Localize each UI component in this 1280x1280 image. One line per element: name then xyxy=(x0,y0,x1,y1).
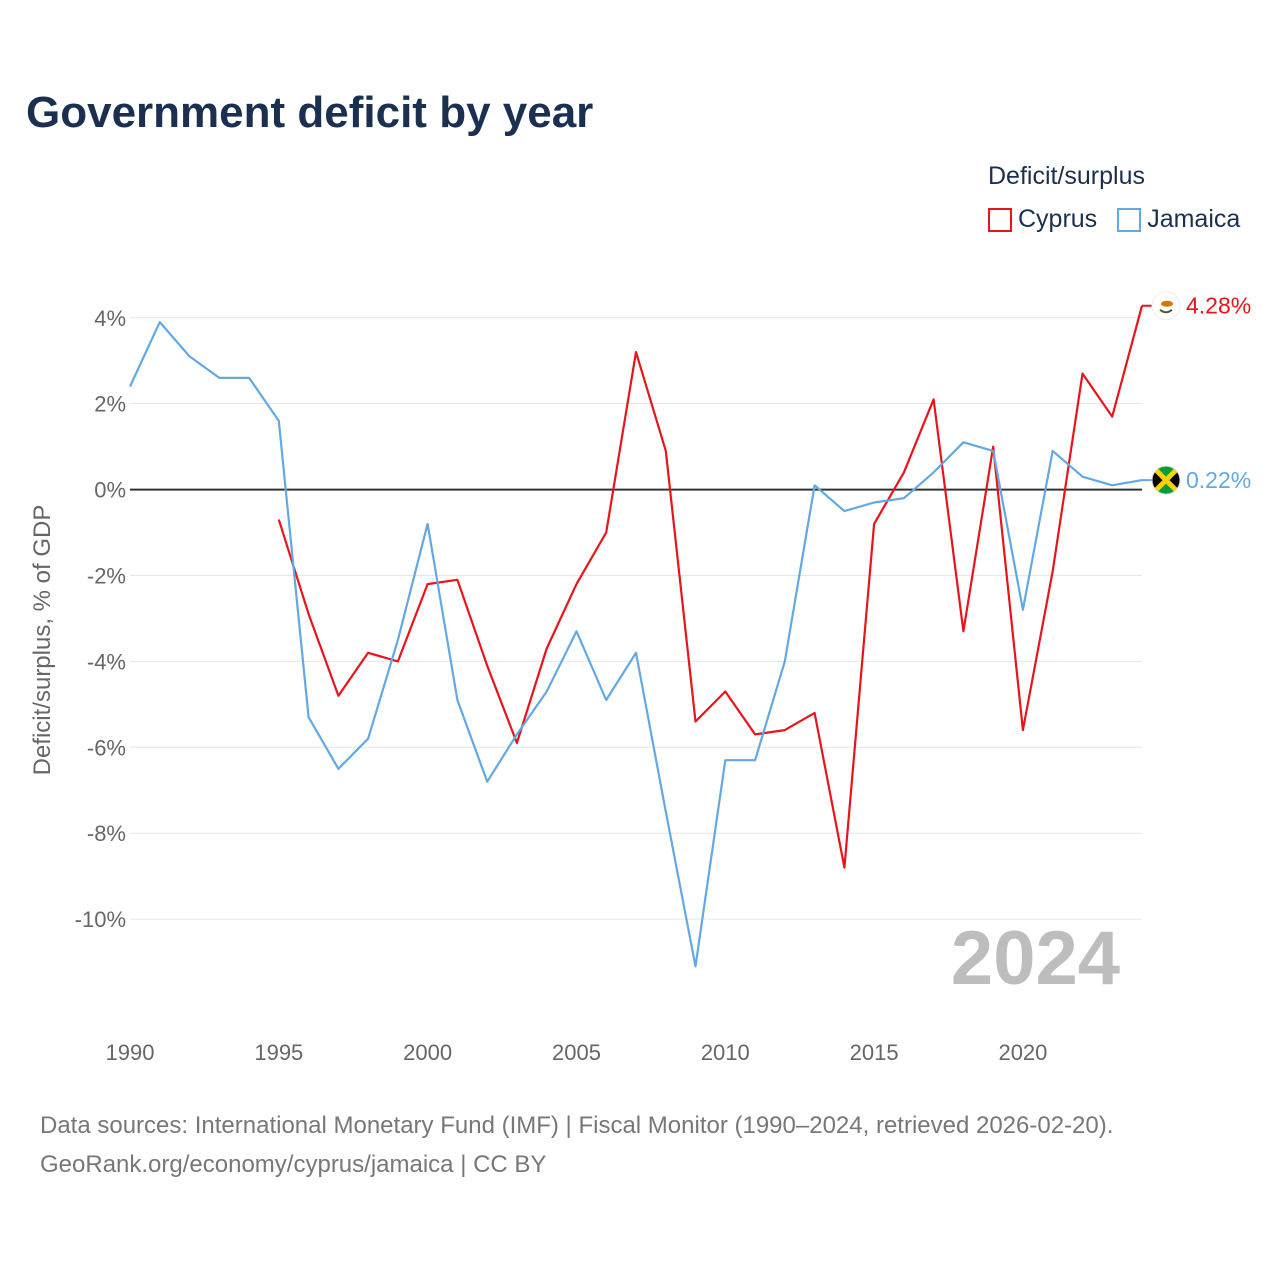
grid-lines xyxy=(130,317,1142,920)
legend-item-cyprus[interactable]: Cyprus xyxy=(988,205,1097,234)
x-tick-label: 1990 xyxy=(106,1040,155,1065)
y-tick-label: -4% xyxy=(87,649,126,674)
legend-title: Deficit/surplus xyxy=(988,162,1145,190)
end-markers: 4.28% 0.22% xyxy=(1142,291,1251,495)
cyprus-flag-icon xyxy=(1151,291,1181,321)
series-line-jamaica[interactable] xyxy=(129,321,1143,968)
y-tick-label: 2% xyxy=(94,392,126,417)
x-tick-label: 2020 xyxy=(998,1040,1047,1065)
source-line-1: Data sources: International Monetary Fun… xyxy=(40,1112,1114,1139)
source-line-2[interactable]: GeoRank.org/economy/cyprus/jamaica | CC … xyxy=(40,1151,547,1178)
legend-label-jamaica: Jamaica xyxy=(1147,205,1241,233)
jamaica-flag-icon xyxy=(1151,465,1181,495)
legend-label-cyprus: Cyprus xyxy=(1018,205,1098,233)
legend-item-jamaica[interactable]: Jamaica xyxy=(1117,205,1240,234)
source-note: Data sources: International Monetary Fun… xyxy=(40,1106,1260,1184)
legend-swatch-cyprus xyxy=(988,207,1012,232)
x-tick-label: 2005 xyxy=(552,1040,601,1065)
chart-title: Government deficit by year xyxy=(26,88,594,137)
series-lines xyxy=(129,305,1144,968)
series-line-cyprus[interactable] xyxy=(277,305,1144,869)
y-tick-label: 4% xyxy=(94,306,126,331)
x-tick-label: 2000 xyxy=(403,1040,452,1065)
y-tick-label: -6% xyxy=(87,735,126,760)
legend-swatch-jamaica xyxy=(1117,207,1142,232)
end-value-label-jamaica: 0.22% xyxy=(1186,467,1251,493)
y-tick-label: -2% xyxy=(87,563,126,588)
end-value-label-cyprus: 4.28% xyxy=(1186,293,1251,319)
y-axis-label: Deficit/surplus, % of GDP xyxy=(29,505,56,776)
current-year-label: 2024 xyxy=(951,916,1120,1001)
legend: Cyprus Jamaica xyxy=(988,205,1240,234)
x-tick-label: 1995 xyxy=(254,1040,303,1065)
y-tick-label: 0% xyxy=(94,478,126,503)
line-chart: 4% 2% 0% -2% -4% -6% -8% -10% 1990 1995 2000 2005 2… xyxy=(29,291,1251,1065)
y-axis-ticks: 4% 2% 0% -2% -4% -6% -8% -10% xyxy=(75,306,126,932)
y-tick-label: -10% xyxy=(75,907,126,932)
x-tick-label: 2010 xyxy=(701,1040,750,1065)
x-tick-label: 2015 xyxy=(850,1040,899,1065)
x-axis-ticks: 1990 1995 2000 2005 2010 2015 2020 xyxy=(106,1040,1048,1065)
y-tick-label: -8% xyxy=(87,821,126,846)
